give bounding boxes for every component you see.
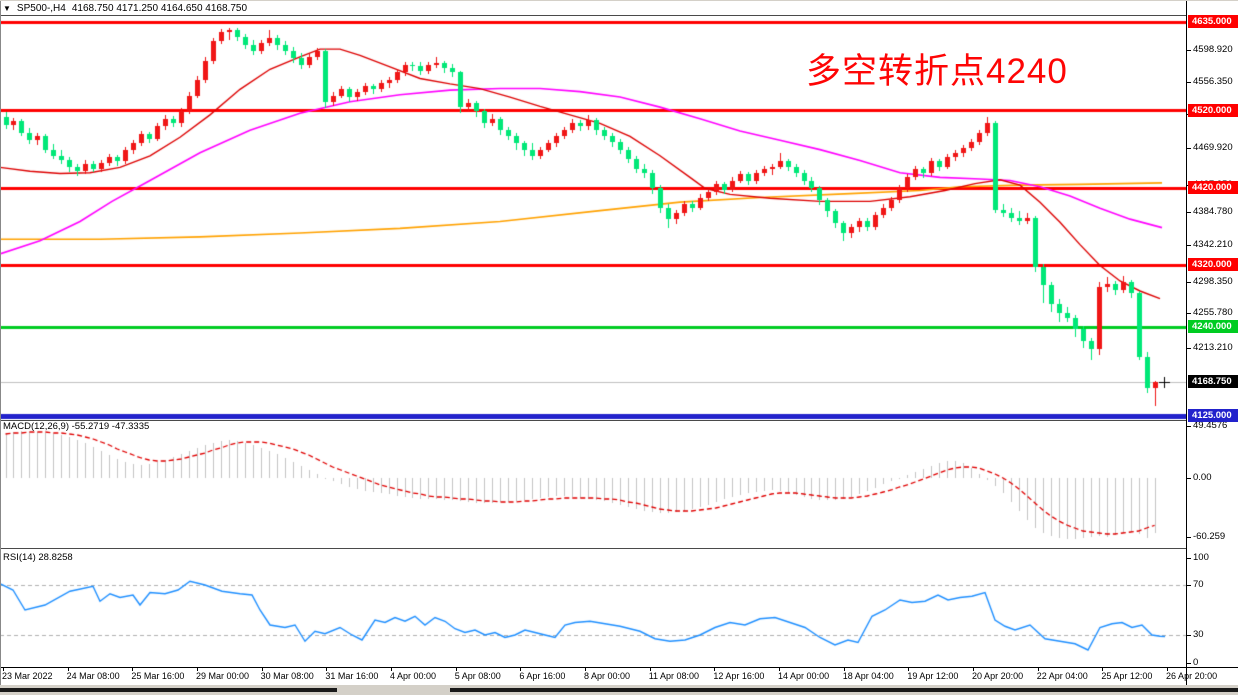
macd-tick — [1186, 426, 1191, 427]
time-tick — [67, 668, 69, 671]
time-label: 12 Apr 16:00 — [713, 671, 765, 681]
time-tick — [520, 668, 522, 671]
rsi-label: 30 — [1193, 629, 1204, 640]
rsi-label: RSI(14) 28.8258 — [3, 552, 73, 563]
time-tick — [973, 668, 975, 671]
time-tick — [649, 668, 651, 671]
level-badge-4320.000: 4320.000 — [1188, 258, 1238, 271]
time-label: 22 Apr 04:00 — [1036, 671, 1088, 681]
rsi-tick — [1186, 663, 1191, 664]
time-tick — [1102, 668, 1104, 671]
price-tick — [1186, 245, 1191, 246]
price-label: 4556.350 — [1193, 76, 1233, 87]
price-label: 4384.780 — [1193, 206, 1233, 217]
time-label: 19 Apr 12:00 — [907, 671, 959, 681]
time-tick — [132, 668, 134, 671]
macd-label: MACD(12,26,9) -55.2719 -47.3335 — [3, 421, 150, 432]
time-tick — [3, 668, 4, 671]
time-label: 20 Apr 20:00 — [972, 671, 1024, 681]
rsi-panel-canvas[interactable] — [0, 550, 1186, 667]
time-tick — [391, 668, 393, 671]
price-tick — [1186, 148, 1191, 149]
chart-titlebar: ▼ SP500-,H4 4168.750 4171.250 4164.650 4… — [3, 2, 247, 15]
current-price-badge: 4168.750 — [1188, 375, 1238, 388]
scrollbar-segment[interactable] — [0, 688, 337, 692]
level-badge-4420.000: 4420.000 — [1188, 181, 1238, 194]
time-tick — [908, 668, 910, 671]
time-label: 4 Apr 00:00 — [390, 671, 437, 681]
time-label: 11 Apr 08:00 — [648, 671, 700, 681]
time-tick — [455, 668, 457, 671]
time-label: 18 Apr 04:00 — [842, 671, 894, 681]
time-label: 5 Apr 08:00 — [454, 671, 501, 681]
price-label: 4298.350 — [1193, 276, 1233, 287]
price-label: 4342.210 — [1193, 239, 1233, 250]
horizontal-scrollbar[interactable] — [0, 685, 1238, 695]
price-tick — [1186, 313, 1191, 314]
ohlc-values: 4168.750 4171.250 4164.650 4168.750 — [71, 3, 248, 14]
time-tick — [843, 668, 845, 671]
chart-annotation-text: 多空转折点4240 — [806, 52, 1068, 91]
symbol-period-label: SP500-,H4 — [16, 3, 66, 14]
time-label: 24 Mar 08:00 — [66, 671, 120, 681]
chart-dropdown-icon[interactable]: ▼ — [3, 3, 11, 13]
time-label: 25 Apr 12:00 — [1101, 671, 1153, 681]
macd-tick — [1186, 537, 1191, 538]
price-tick — [1186, 282, 1191, 283]
time-label: 6 Apr 16:00 — [519, 671, 566, 681]
scrollbar-segment[interactable] — [450, 688, 1238, 692]
axis-border — [1186, 1, 1187, 685]
price-label: 4255.780 — [1193, 307, 1233, 318]
time-label: 8 Apr 00:00 — [584, 671, 631, 681]
price-label: 4598.920 — [1193, 44, 1233, 55]
macd-panel-top-border — [0, 420, 1186, 421]
time-tick — [326, 668, 328, 671]
time-tick — [1167, 668, 1169, 671]
time-label: 30 Mar 08:00 — [260, 671, 314, 681]
time-label: 14 Apr 00:00 — [778, 671, 830, 681]
rsi-label: 0 — [1193, 657, 1199, 668]
window-left-border — [0, 1, 1, 685]
macd-panel-canvas[interactable] — [0, 421, 1186, 547]
price-label: 4469.920 — [1193, 142, 1233, 153]
rsi-label: 100 — [1193, 552, 1209, 563]
price-label: 4213.210 — [1193, 342, 1233, 353]
time-tick — [1037, 668, 1039, 671]
time-tick — [261, 668, 263, 671]
time-tick — [714, 668, 716, 671]
level-badge-4635.000: 4635.000 — [1188, 15, 1238, 28]
time-axis-line — [0, 667, 1238, 668]
time-tick — [779, 668, 781, 671]
time-label: 23 Mar 2022 — [2, 671, 53, 681]
rsi-tick — [1186, 558, 1191, 559]
time-label: 26 Apr 20:00 — [1166, 671, 1218, 681]
time-tick — [585, 668, 587, 671]
time-label: 31 Mar 16:00 — [325, 671, 379, 681]
price-tick — [1186, 82, 1191, 83]
macd-label: -60.259 — [1193, 531, 1226, 542]
rsi-tick — [1186, 635, 1191, 636]
rsi-label: 70 — [1193, 579, 1204, 590]
rsi-panel-top-border — [0, 548, 1186, 549]
time-label: 29 Mar 00:00 — [196, 671, 250, 681]
level-badge-4520.000: 4520.000 — [1188, 104, 1238, 117]
time-tick — [197, 668, 198, 671]
time-label: 25 Mar 16:00 — [131, 671, 185, 681]
price-tick — [1186, 50, 1191, 51]
main-chart-canvas[interactable] — [0, 15, 1186, 420]
macd-label: 49.4576 — [1193, 420, 1228, 431]
price-tick — [1186, 348, 1191, 349]
macd-label: 0.00 — [1193, 472, 1212, 483]
level-badge-4240.000: 4240.000 — [1188, 320, 1238, 333]
price-tick — [1186, 212, 1191, 213]
level-badge-4125.000: 4125.000 — [1188, 409, 1238, 422]
macd-tick — [1186, 478, 1191, 479]
main-panel-top-border — [0, 15, 1186, 16]
rsi-tick — [1186, 585, 1191, 586]
